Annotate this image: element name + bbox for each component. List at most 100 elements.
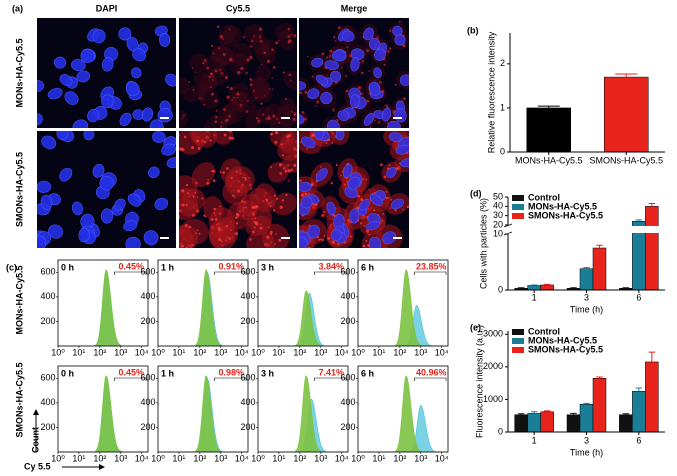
x-tick-label: 10³: [114, 347, 127, 357]
speckle: [307, 246, 311, 248]
speckle: [217, 228, 221, 232]
x-tick-label: 10³: [214, 453, 227, 463]
speckle: [249, 238, 252, 241]
nucleus: [148, 166, 160, 179]
speckle: [180, 244, 184, 248]
nucleus: [341, 30, 355, 42]
x-tick-label: 10³: [414, 347, 427, 357]
nucleus: [307, 224, 320, 239]
time-label: 0 h: [61, 368, 74, 378]
speckle: [394, 209, 397, 212]
histogram-frame: [57, 365, 149, 453]
speckle: [410, 112, 413, 115]
legend-swatch: [512, 204, 524, 210]
speckle: [374, 119, 376, 122]
y-tick-label: 200: [340, 316, 355, 326]
column-header: Merge: [341, 3, 368, 13]
nucleus: [141, 107, 154, 122]
nucleus: [100, 208, 114, 224]
bar: [579, 404, 594, 433]
error-bar: [648, 351, 656, 362]
nucleus: [299, 237, 308, 248]
nucleus: [349, 208, 360, 224]
speckle: [344, 183, 346, 186]
speckle: [196, 139, 200, 143]
speckle: [290, 168, 294, 172]
speckle: [411, 157, 413, 159]
speckle: [307, 56, 309, 58]
y-tick-label: 200: [40, 316, 55, 326]
x-tick-label: 6: [636, 292, 641, 302]
nucleus: [159, 32, 171, 47]
control-histogram: [258, 375, 348, 453]
bar: [566, 414, 581, 433]
speckle: [228, 28, 231, 31]
cytoplasm: [230, 53, 248, 76]
nucleus: [342, 163, 353, 178]
cytoplasm: [199, 73, 218, 92]
nucleus: [132, 48, 147, 62]
speckle: [271, 88, 274, 91]
speckle: [219, 170, 222, 173]
y-tick-label: 600: [140, 267, 155, 277]
nucleus: [161, 143, 176, 156]
speckle: [390, 198, 393, 201]
speckle: [303, 117, 307, 121]
speckle: [389, 29, 392, 32]
gate-percent: 0.98%: [218, 367, 244, 377]
speckle: [334, 40, 337, 42]
speckle: [256, 116, 259, 120]
cytoplasm: [179, 175, 198, 199]
speckle: [179, 147, 183, 151]
legend-label: MONs-HA-Cy5.5: [528, 201, 597, 211]
nucleus: [300, 196, 313, 209]
speckle: [285, 193, 288, 197]
speckle: [221, 37, 224, 40]
nucleus: [386, 120, 401, 128]
legend-label: SMONs-HA-Cy5.5: [528, 210, 603, 220]
speckle: [327, 236, 331, 240]
speckle: [386, 128, 389, 131]
x-tick-label: 10²: [293, 453, 306, 463]
nucleus: [320, 91, 333, 105]
nucleus: [130, 67, 142, 79]
speckle: [290, 79, 292, 81]
nucleus: [92, 29, 106, 44]
control-histogram: [58, 269, 148, 347]
gate-bracket: [314, 271, 347, 275]
x-tick-label: 10⁴: [135, 453, 149, 463]
speckle: [196, 229, 199, 232]
x-tick-label: 10⁰: [351, 453, 365, 463]
nucleus: [324, 60, 339, 71]
nucleus: [37, 180, 52, 193]
nucleus: [154, 197, 169, 211]
speckle: [363, 225, 365, 227]
time-label: 3 h: [261, 262, 274, 272]
gate-bracket: [214, 271, 247, 275]
y-tick-label: 200: [240, 422, 255, 432]
y-tick-label: 600: [140, 373, 155, 383]
speckle: [316, 100, 320, 104]
y-tick-label: 1000: [483, 394, 503, 404]
x-tick-label: 10³: [114, 453, 127, 463]
speckle: [220, 240, 223, 243]
nucleus: [37, 235, 47, 248]
nucleus: [394, 34, 406, 46]
micrograph: [37, 18, 176, 128]
nucleus: [400, 158, 409, 168]
speckle: [201, 197, 204, 200]
speckle: [241, 200, 244, 203]
speckle: [410, 155, 413, 158]
speckle: [304, 90, 308, 94]
speckle: [269, 165, 272, 168]
axis-break-gap: [502, 226, 665, 233]
row-label: MONs-HA-Cy5.5: [14, 38, 24, 107]
x-tick-label: 10¹: [372, 347, 385, 357]
speckle: [320, 166, 322, 168]
speckle: [260, 63, 263, 66]
speckle: [360, 198, 364, 202]
speckle: [331, 240, 335, 244]
speckle: [179, 216, 180, 219]
histogram-frame: [157, 259, 249, 347]
nucleus: [311, 57, 324, 68]
